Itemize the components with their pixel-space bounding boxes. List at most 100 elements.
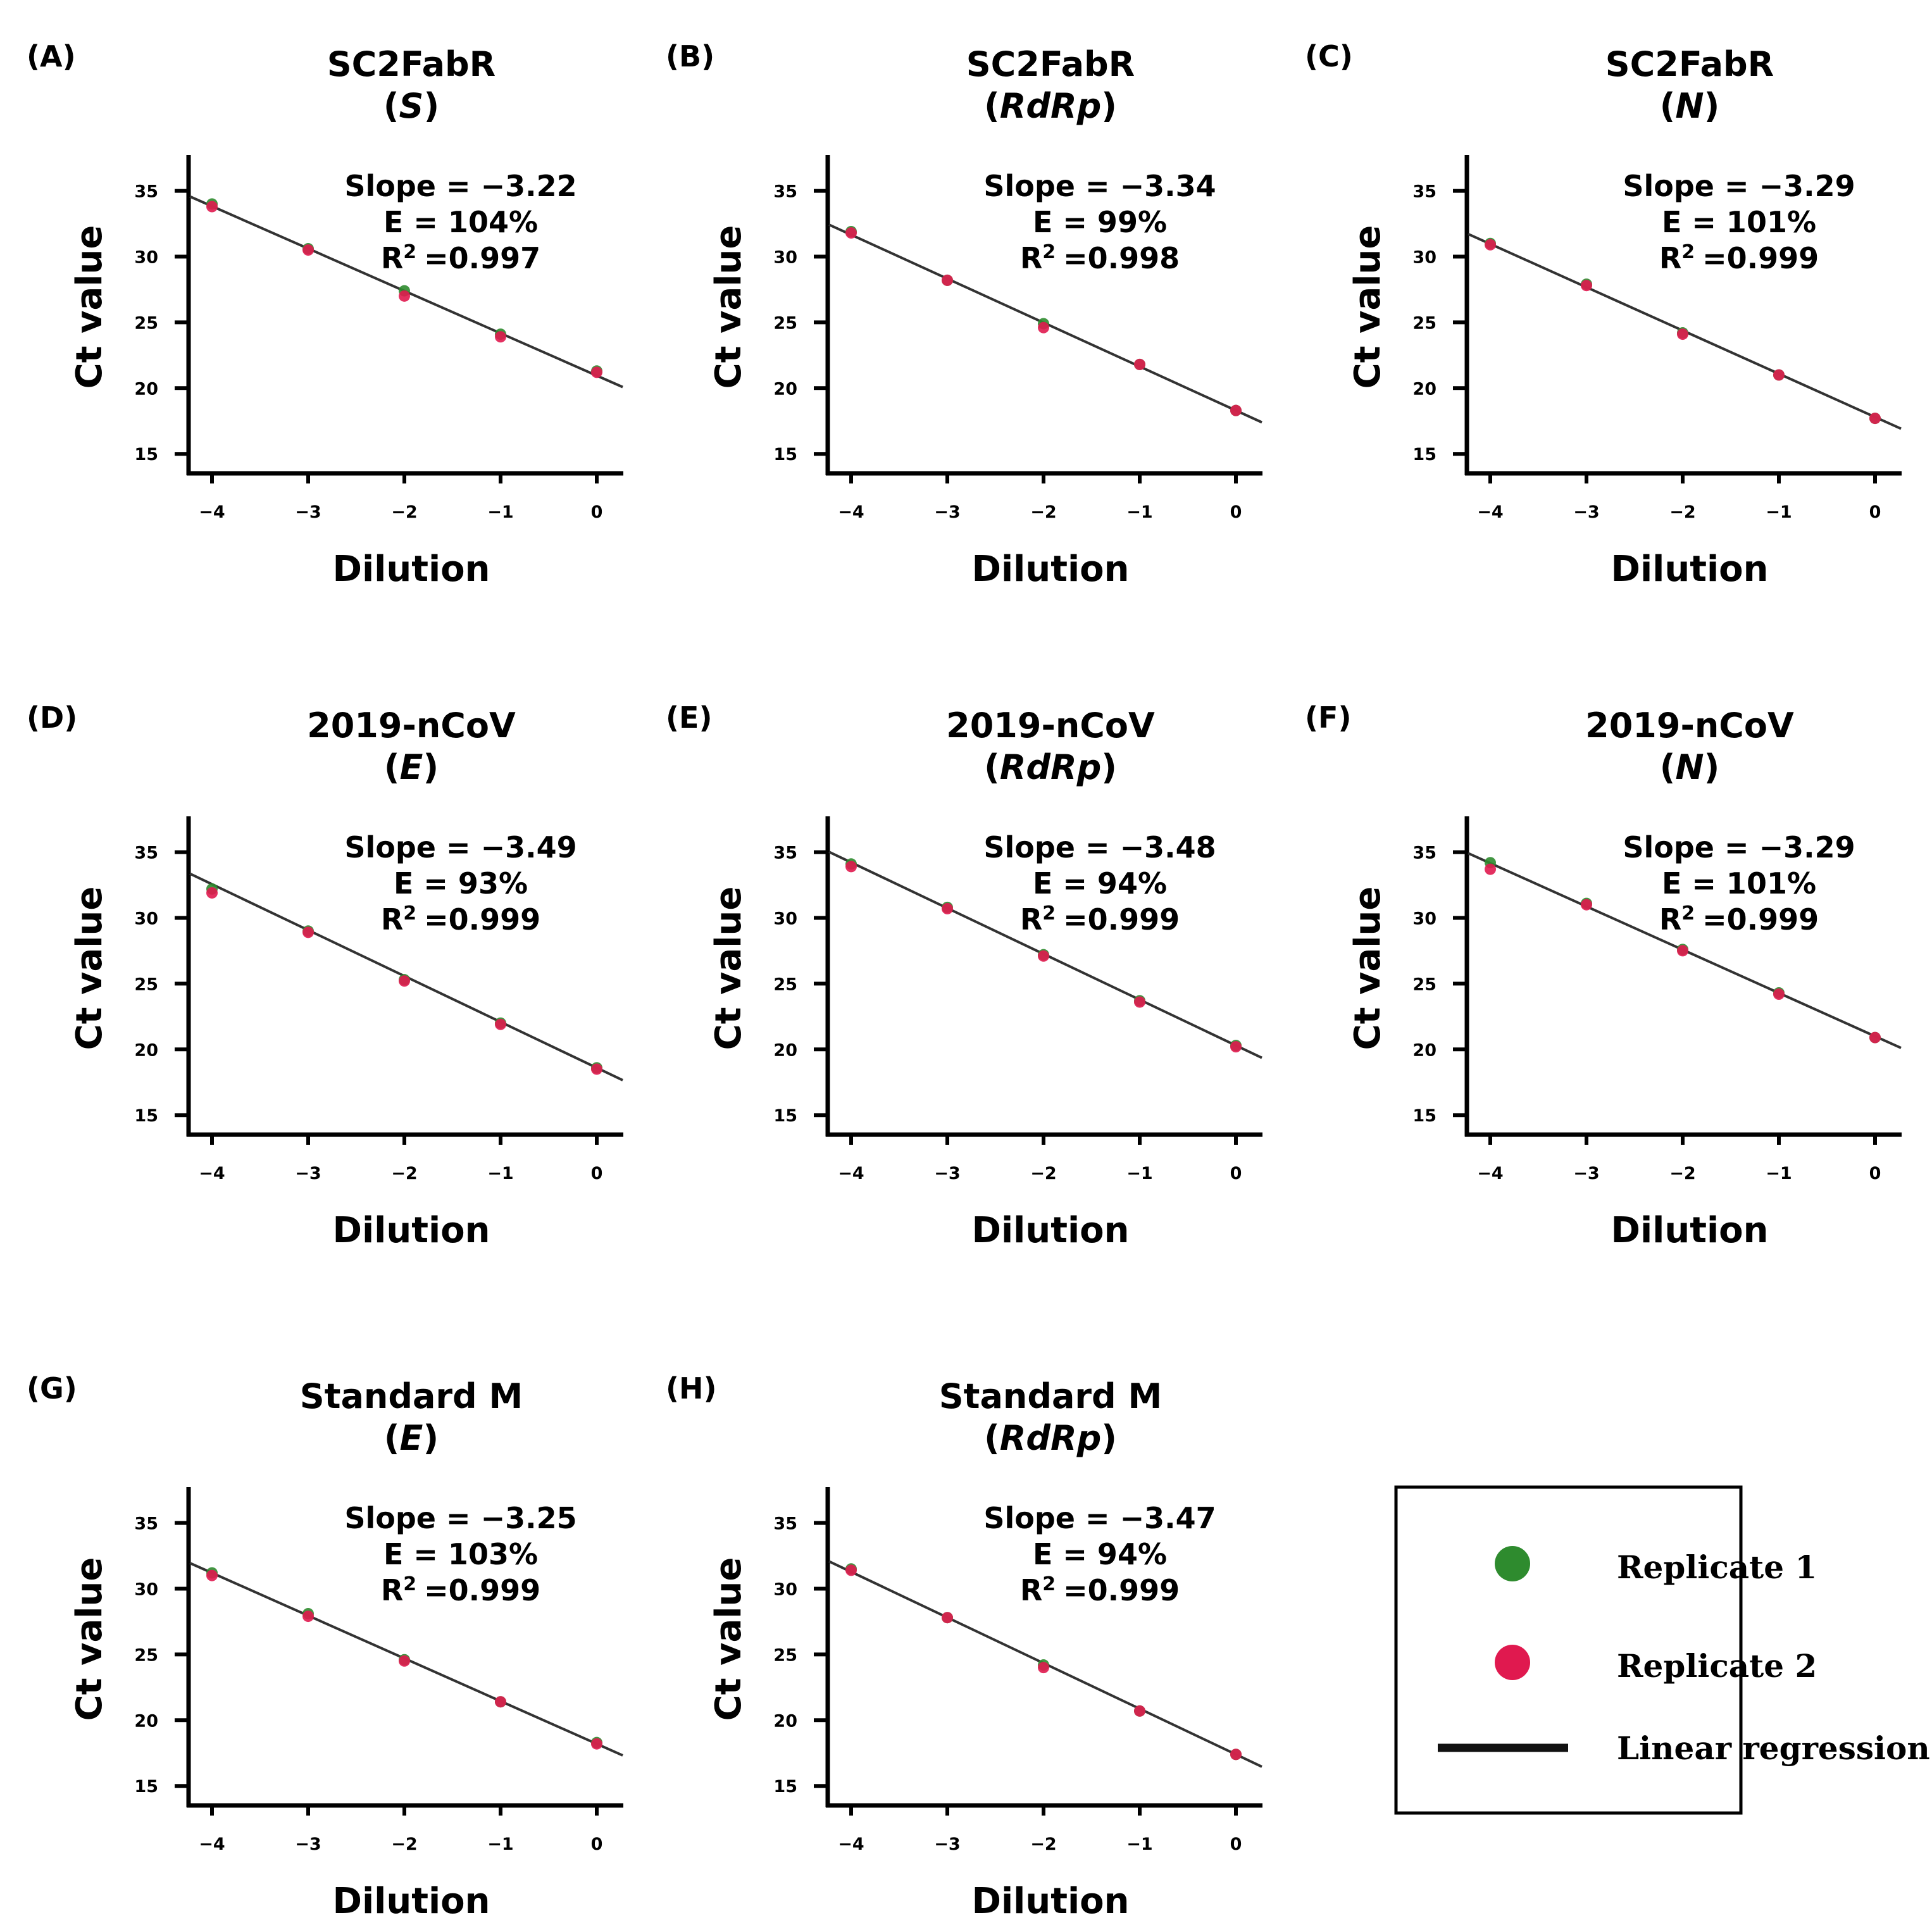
legend-label: Replicate 1 <box>1617 1549 1817 1586</box>
y-tick-label: 30 <box>134 247 158 267</box>
replicate-2-point <box>495 1018 506 1030</box>
replicate-2-point <box>302 1611 314 1623</box>
x-tick-label: −1 <box>487 502 513 522</box>
x-axis-title: Dilution <box>971 549 1129 590</box>
replicate-2-point <box>206 1569 218 1581</box>
replicate-2-point <box>591 1063 602 1075</box>
x-tick-label: 0 <box>591 1835 603 1854</box>
replicate-2-point <box>1869 413 1881 425</box>
y-tick-label: 25 <box>1412 313 1437 333</box>
x-tick-label: 0 <box>591 1164 603 1183</box>
efficiency-annotation: E = 104% <box>383 205 538 239</box>
chart-target: (RdRp) <box>984 1418 1117 1458</box>
y-axis-title: Ct value <box>708 887 749 1050</box>
replicate-2-marker <box>1495 1645 1530 1680</box>
replicate-2-point <box>942 274 953 286</box>
r-squared-value: =0.997 <box>424 241 540 275</box>
slope-annotation: Slope = −3.34 <box>983 169 1216 203</box>
y-tick-label: 15 <box>773 1106 797 1126</box>
y-tick-label: 30 <box>1412 247 1437 267</box>
y-tick-label: 20 <box>134 379 158 399</box>
replicate-2-point <box>591 1738 602 1750</box>
efficiency-annotation: E = 103% <box>383 1537 538 1571</box>
y-tick-label: 20 <box>1412 379 1437 399</box>
y-tick-label: 30 <box>1412 909 1437 928</box>
y-tick-label: 15 <box>134 445 158 464</box>
x-tick-label: −3 <box>934 1164 960 1183</box>
r-squared-annotation: R2 =0.999 <box>381 1573 540 1607</box>
replicate-2-point <box>1134 1705 1145 1717</box>
x-tick-label: 0 <box>591 502 603 522</box>
chart-title: SC2FabR <box>327 44 496 84</box>
chart-target: (E) <box>384 1418 439 1458</box>
chart-panel: (E) 2019-nCoV(RdRp) 35 30 25 20 15 −4 −3 −2 −1 0 Dil… <box>666 701 1262 1251</box>
replicate-2-point <box>206 887 218 899</box>
y-tick-label: 30 <box>773 909 797 928</box>
target-gene: RdRp <box>1000 1418 1101 1458</box>
replicate-2-point <box>1869 1031 1881 1044</box>
r-squared-value: =0.998 <box>1063 241 1180 275</box>
y-axis-title: Ct value <box>1347 887 1388 1050</box>
chart-target: (RdRp) <box>984 86 1117 126</box>
chart-title: Standard M <box>939 1376 1162 1416</box>
replicate-2-point <box>942 1612 953 1624</box>
panel-label: (E) <box>666 701 712 735</box>
slope-annotation: Slope = −3.48 <box>983 830 1216 864</box>
x-tick-label: −3 <box>1573 502 1599 522</box>
y-tick-label: 15 <box>134 1106 158 1126</box>
x-tick-label: −1 <box>1126 1164 1152 1183</box>
x-tick-label: −2 <box>1669 1164 1695 1183</box>
target-gene: N <box>1675 747 1704 787</box>
x-tick-label: −1 <box>487 1164 513 1183</box>
x-tick-label: −1 <box>487 1835 513 1854</box>
y-tick-label: 35 <box>134 182 158 202</box>
panel-label: (B) <box>666 39 714 73</box>
x-tick-label: −1 <box>1766 502 1792 522</box>
x-tick-label: −3 <box>295 1164 321 1183</box>
y-tick-label: 35 <box>1412 844 1437 863</box>
legend-box <box>1394 1485 1743 1815</box>
r-squared-value: =0.999 <box>424 902 540 937</box>
slope-annotation: Slope = −3.22 <box>344 169 576 203</box>
replicate-2-point <box>1038 321 1049 333</box>
x-tick-label: −3 <box>934 1835 960 1854</box>
chart-title: 2019-nCoV <box>307 706 516 745</box>
replicate-2-point <box>1230 404 1242 416</box>
replicate-2-point <box>1230 1748 1242 1761</box>
x-tick-label: −4 <box>838 502 864 522</box>
y-tick-label: 35 <box>773 1514 797 1534</box>
y-tick-label: 15 <box>773 1777 797 1797</box>
chart-panel: (C) SC2FabR(N) 35 30 25 20 15 −4 −3 −2 −1 0 Dilution… <box>1305 39 1902 590</box>
efficiency-annotation: E = 94% <box>1033 866 1167 901</box>
r-squared-value: =0.999 <box>1702 902 1819 937</box>
y-tick-label: 15 <box>1412 445 1437 464</box>
y-tick-label: 35 <box>134 1514 158 1534</box>
target-gene: RdRp <box>1000 86 1101 126</box>
panel-label: (D) <box>27 701 77 735</box>
replicate-1-marker <box>1495 1546 1530 1581</box>
replicate-2-point <box>399 975 410 987</box>
target-gene: E <box>400 1418 423 1458</box>
slope-annotation: Slope = −3.29 <box>1623 830 1855 864</box>
chart-title: 2019-nCoV <box>1585 706 1794 745</box>
y-tick-label: 30 <box>134 909 158 928</box>
chart-target: (E) <box>384 747 439 787</box>
replicate-2-point <box>1677 945 1688 957</box>
y-tick-label: 20 <box>134 1040 158 1060</box>
x-tick-label: −4 <box>199 1164 225 1183</box>
x-tick-label: −4 <box>838 1164 864 1183</box>
y-axis-title: Ct value <box>69 225 110 389</box>
slope-annotation: Slope = −3.47 <box>983 1501 1216 1535</box>
y-axis-title: Ct value <box>1347 225 1388 389</box>
replicate-2-point <box>591 366 602 378</box>
replicate-2-point <box>1038 1662 1049 1674</box>
efficiency-annotation: E = 101% <box>1662 866 1816 901</box>
replicate-2-point <box>1134 358 1145 370</box>
x-tick-label: −4 <box>1477 502 1503 522</box>
r-squared-annotation: R2 =0.999 <box>1659 241 1819 275</box>
panel-label: (G) <box>27 1371 77 1405</box>
x-tick-label: −2 <box>391 1835 417 1854</box>
efficiency-annotation: E = 99% <box>1033 205 1167 239</box>
y-tick-label: 20 <box>773 379 797 399</box>
y-tick-label: 25 <box>773 975 797 994</box>
